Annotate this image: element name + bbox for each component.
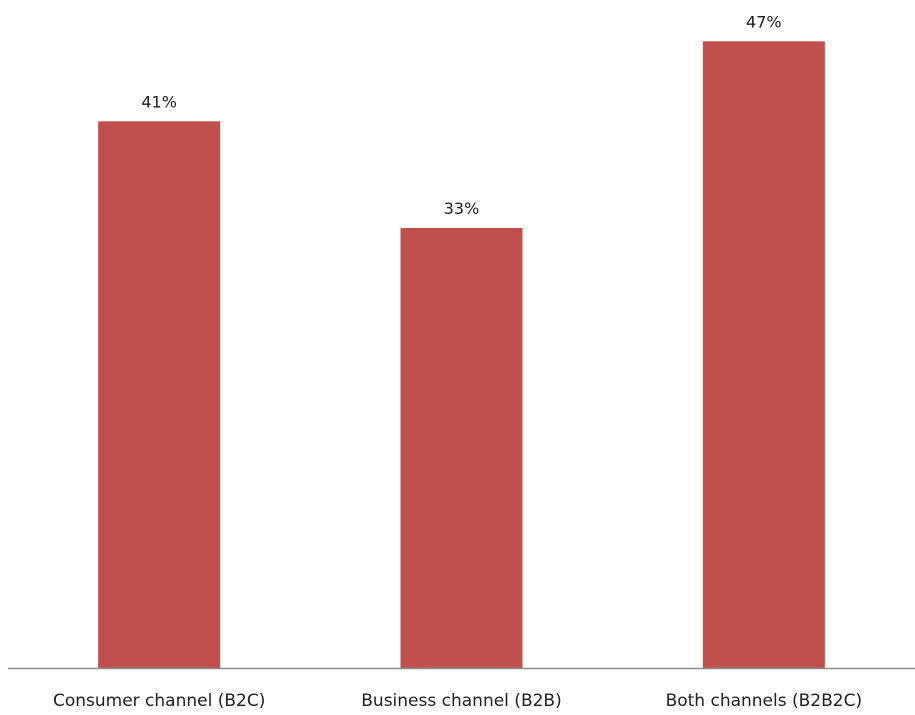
bar-business-channel-b2b	[400, 228, 523, 668]
bars-layer	[98, 41, 825, 669]
bar-consumer-channel-b2c	[98, 121, 221, 669]
data-labels-layer: 41% 33% 47%	[141, 12, 781, 218]
category-label-consumer-channel-b2c: Consumer channel (B2C)	[53, 691, 265, 711]
data-label-business-channel-b2b: 33%	[444, 199, 480, 218]
category-label-both-channels-b2b2c: Both channels (B2B2C)	[666, 691, 863, 711]
bar-both-channels-b2b2c	[702, 41, 825, 669]
category-label-business-channel-b2b: Business channel (B2B)	[361, 691, 561, 711]
data-label-both-channels-b2b2c: 47%	[746, 12, 782, 31]
data-label-consumer-channel-b2c: 41%	[141, 92, 177, 111]
category-labels-layer: Consumer channel (B2C) Business channel (…	[53, 691, 862, 711]
